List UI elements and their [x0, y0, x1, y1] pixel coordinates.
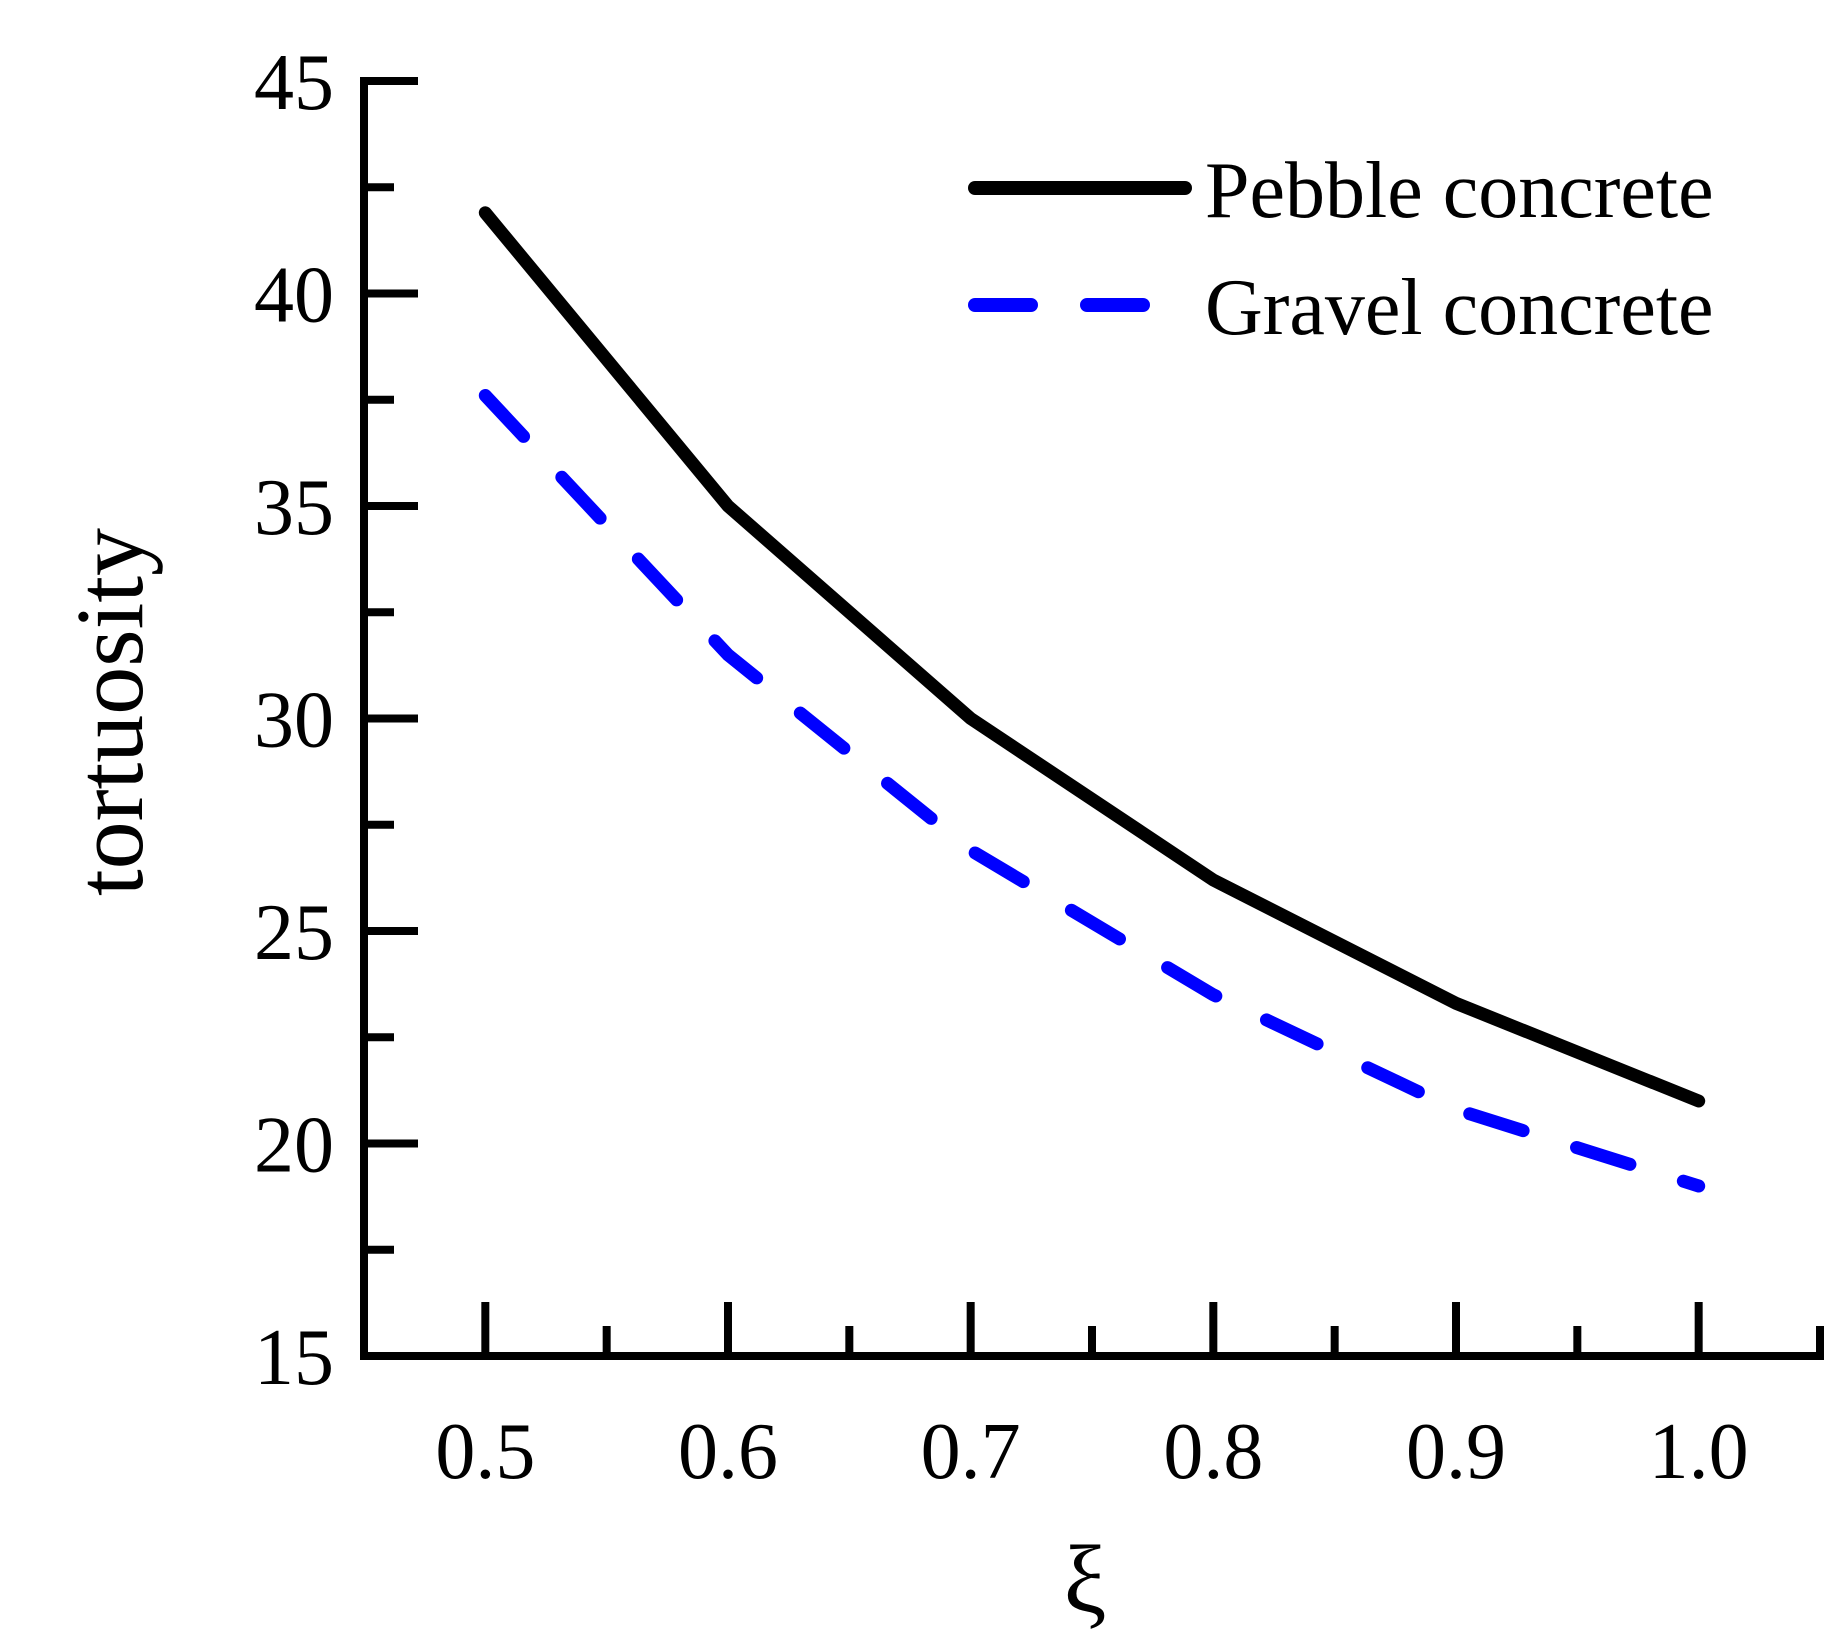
series-line-pebble-concrete: [478, 206, 1706, 1108]
x-tick-label: 0.9: [1406, 1408, 1506, 1496]
series-line-gravel-concrete: [478, 389, 1706, 1193]
y-tick-label: 15: [254, 1314, 334, 1402]
y-tick-label: 45: [254, 39, 334, 127]
x-tick-label: 0.5: [435, 1408, 535, 1496]
legend-label-pebble-concrete: Pebble concrete: [1205, 147, 1714, 235]
y-axis-title: tortuosity: [56, 528, 163, 896]
x-axis-title: ξ: [1064, 1526, 1107, 1633]
plot-series: [478, 206, 1706, 1193]
y-tick-label: 30: [254, 677, 334, 765]
y-tick-label: 40: [254, 252, 334, 340]
legend-label-gravel-concrete: Gravel concrete: [1205, 264, 1714, 352]
x-tick-label: 0.6: [678, 1408, 778, 1496]
y-tick-label: 20: [254, 1102, 334, 1190]
y-tick-label: 25: [254, 889, 334, 977]
x-tick-label: 0.7: [921, 1408, 1021, 1496]
x-tick-label: 1.0: [1649, 1408, 1749, 1496]
legend: Pebble concrete Gravel concrete: [968, 147, 1714, 352]
y-tick-label: 35: [254, 464, 334, 552]
axes: 15 20 25 30 35 40 45 0.5 0.6 0.7 0.8 0.9 1.0: [254, 39, 1824, 1496]
x-tick-label: 0.8: [1163, 1408, 1263, 1496]
